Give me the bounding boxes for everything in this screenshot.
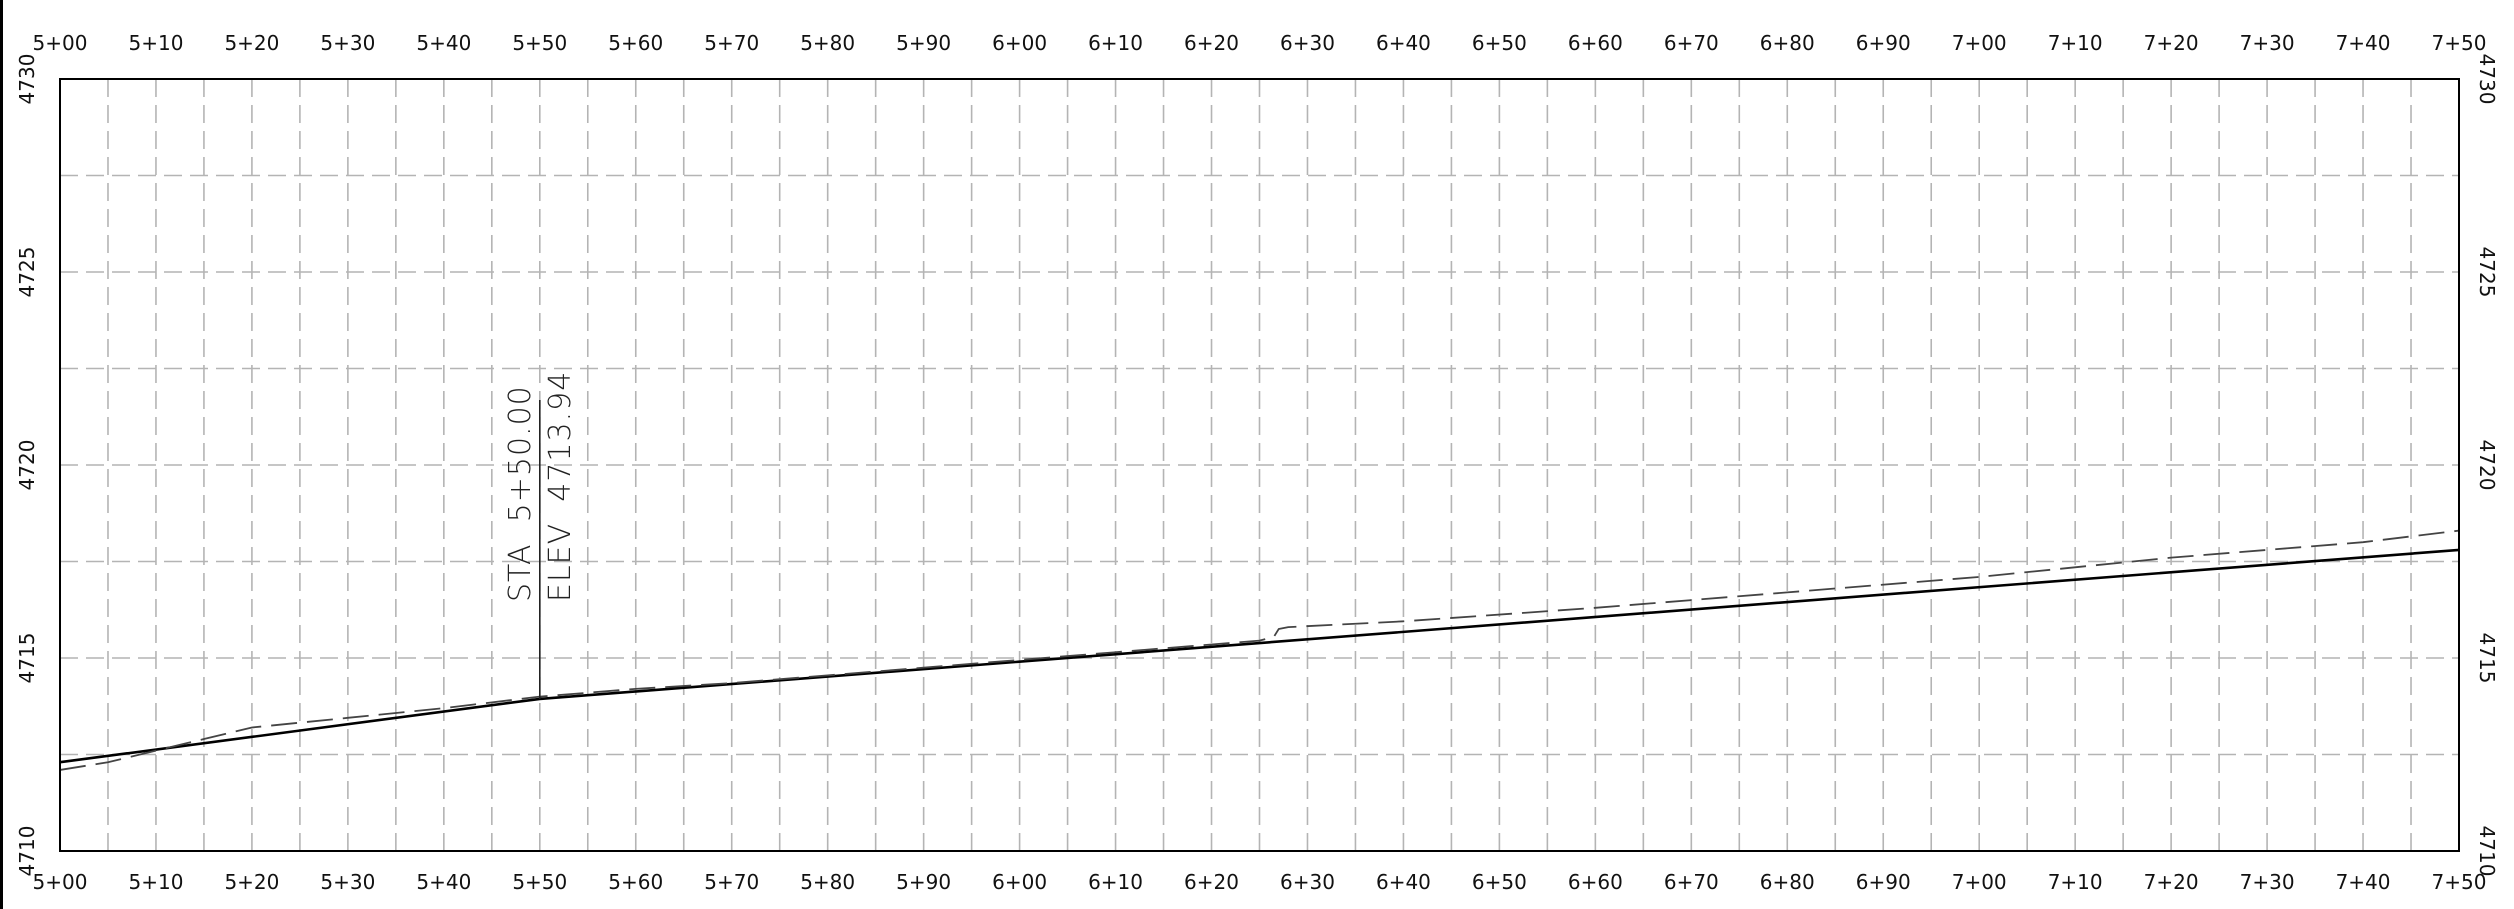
grid-layer <box>60 79 2459 851</box>
station-tick-label-top: 6+20 <box>1184 31 1239 55</box>
annotation-station-text: STA 5+50.00 <box>503 385 538 602</box>
station-tick-label-top: 5+80 <box>800 31 855 55</box>
station-tick-label-bottom: 7+10 <box>2048 870 2103 894</box>
elevation-tick-label-right: 4715 <box>2475 633 2499 684</box>
station-tick-label-top: 7+20 <box>2144 31 2199 55</box>
station-tick-label-top: 7+40 <box>2336 31 2391 55</box>
elevation-tick-label-left: 4725 <box>15 247 39 298</box>
station-tick-label-bottom: 7+30 <box>2240 870 2295 894</box>
station-tick-label-top: 6+80 <box>1760 31 1815 55</box>
station-tick-label-bottom: 6+10 <box>1088 870 1143 894</box>
station-tick-label-bottom: 7+20 <box>2144 870 2199 894</box>
chart-frame <box>0 0 2460 909</box>
station-tick-label-bottom: 6+50 <box>1472 870 1527 894</box>
station-tick-label-top: 6+00 <box>992 31 1047 55</box>
station-tick-label-top: 5+40 <box>416 31 471 55</box>
station-tick-label-top: 5+00 <box>33 31 88 55</box>
station-tick-label-bottom: 5+60 <box>608 870 663 894</box>
station-tick-label-top: 6+90 <box>1856 31 1911 55</box>
station-tick-label-bottom: 7+00 <box>1952 870 2007 894</box>
station-tick-label-bottom: 6+20 <box>1184 870 1239 894</box>
station-tick-label-top: 5+30 <box>320 31 375 55</box>
station-tick-label-bottom: 7+40 <box>2336 870 2391 894</box>
station-tick-label-bottom: 5+90 <box>896 870 951 894</box>
station-tick-label-bottom: 5+20 <box>224 870 279 894</box>
station-tick-label-bottom: 6+00 <box>992 870 1047 894</box>
station-tick-label-bottom: 5+80 <box>800 870 855 894</box>
station-tick-label-top: 5+20 <box>224 31 279 55</box>
station-tick-label-top: 7+50 <box>2432 31 2487 55</box>
station-tick-label-bottom: 6+30 <box>1280 870 1335 894</box>
station-tick-label-top: 6+50 <box>1472 31 1527 55</box>
elevation-tick-label-right: 4730 <box>2475 54 2499 105</box>
station-tick-label-bottom: 6+40 <box>1376 870 1431 894</box>
elevation-tick-label-right: 4710 <box>2475 826 2499 877</box>
elevation-tick-label-left: 4730 <box>15 54 39 105</box>
station-tick-label-bottom: 5+30 <box>320 870 375 894</box>
elevation-tick-label-right: 4725 <box>2475 247 2499 298</box>
existing-ground-profile-line <box>59 529 2460 771</box>
station-tick-label-bottom: 5+50 <box>512 870 567 894</box>
station-tick-label-top: 5+50 <box>512 31 567 55</box>
station-tick-label-top: 7+30 <box>2240 31 2295 55</box>
elevation-tick-label-left: 4710 <box>15 826 39 877</box>
station-tick-label-bottom: 5+70 <box>704 870 759 894</box>
station-tick-label-bottom: 5+00 <box>33 870 88 894</box>
station-tick-label-bottom: 7+50 <box>2432 870 2487 894</box>
station-tick-label-top: 6+10 <box>1088 31 1143 55</box>
elevation-tick-label-right: 4720 <box>2475 440 2499 491</box>
proposed-grade-profile-line <box>59 548 2460 764</box>
station-tick-label-top: 5+60 <box>608 31 663 55</box>
elevation-tick-label-left: 4715 <box>15 633 39 684</box>
station-tick-label-top: 5+90 <box>896 31 951 55</box>
station-tick-label-top: 5+70 <box>704 31 759 55</box>
annotation-elevation-text: ELEV 4713.94 <box>543 371 578 602</box>
series-layer <box>59 529 2460 771</box>
station-tick-label-top: 6+70 <box>1664 31 1719 55</box>
station-tick-label-top: 7+10 <box>2048 31 2103 55</box>
station-tick-label-bottom: 6+90 <box>1856 870 1911 894</box>
station-tick-label-top: 7+00 <box>1952 31 2007 55</box>
station-tick-label-bottom: 5+40 <box>416 870 471 894</box>
chart-border <box>59 78 2460 852</box>
station-tick-label-top: 6+60 <box>1568 31 1623 55</box>
station-tick-label-top: 6+40 <box>1376 31 1431 55</box>
station-tick-label-bottom: 6+60 <box>1568 870 1623 894</box>
axis-labels: 5+00 5+00 5+10 5+10 5+20 5+20 5+30 5+30 5+40 5+40… <box>15 31 2499 894</box>
station-annotation: STA 5+50.00 ELEV 4713.94 <box>503 371 578 699</box>
station-tick-label-top: 6+30 <box>1280 31 1335 55</box>
station-tick-label-bottom: 6+80 <box>1760 870 1815 894</box>
station-tick-label-bottom: 6+70 <box>1664 870 1719 894</box>
station-tick-label-top: 5+10 <box>128 31 183 55</box>
elevation-tick-label-left: 4720 <box>15 440 39 491</box>
station-tick-label-bottom: 5+10 <box>128 870 183 894</box>
